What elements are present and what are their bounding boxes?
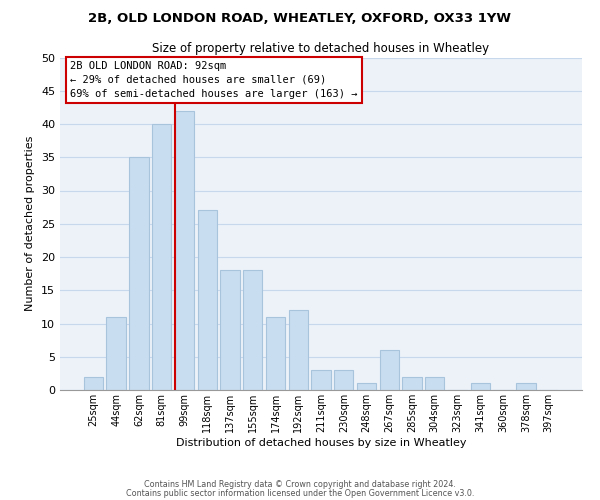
Text: 2B, OLD LONDON ROAD, WHEATLEY, OXFORD, OX33 1YW: 2B, OLD LONDON ROAD, WHEATLEY, OXFORD, O…: [89, 12, 511, 26]
Text: Contains public sector information licensed under the Open Government Licence v3: Contains public sector information licen…: [126, 488, 474, 498]
Text: Contains HM Land Registry data © Crown copyright and database right 2024.: Contains HM Land Registry data © Crown c…: [144, 480, 456, 489]
Bar: [380, 350, 399, 390]
Bar: [334, 370, 353, 390]
Bar: [266, 317, 285, 390]
Bar: [243, 270, 262, 390]
Bar: [152, 124, 172, 390]
Bar: [403, 376, 422, 390]
Bar: [220, 270, 239, 390]
Bar: [311, 370, 331, 390]
Bar: [197, 210, 217, 390]
Bar: [129, 157, 149, 390]
Text: 2B OLD LONDON ROAD: 92sqm
← 29% of detached houses are smaller (69)
69% of semi-: 2B OLD LONDON ROAD: 92sqm ← 29% of detac…: [70, 61, 358, 99]
Bar: [106, 317, 126, 390]
Bar: [289, 310, 308, 390]
Bar: [357, 384, 376, 390]
Bar: [175, 110, 194, 390]
Title: Size of property relative to detached houses in Wheatley: Size of property relative to detached ho…: [152, 42, 490, 55]
Bar: [84, 376, 103, 390]
Bar: [470, 384, 490, 390]
Bar: [516, 384, 536, 390]
Y-axis label: Number of detached properties: Number of detached properties: [25, 136, 35, 312]
X-axis label: Distribution of detached houses by size in Wheatley: Distribution of detached houses by size …: [176, 438, 466, 448]
Bar: [425, 376, 445, 390]
